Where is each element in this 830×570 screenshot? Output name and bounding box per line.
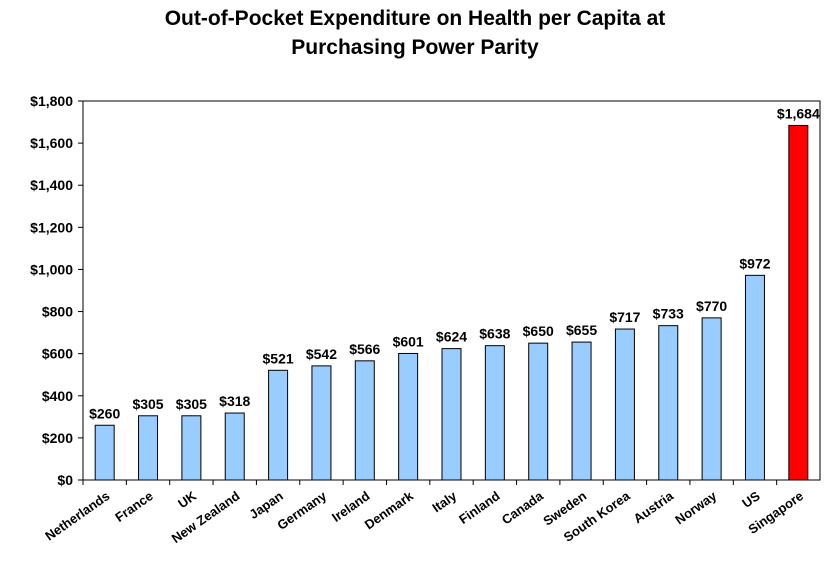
bar-south-korea [614, 328, 635, 481]
y-tick-label: $400 [42, 388, 73, 404]
data-label: $1,684 [777, 105, 820, 121]
x-tick-label: Canada [499, 488, 547, 528]
chart-title: Out-of-Pocket Expenditure on Health per … [0, 4, 830, 62]
x-tick-label: Austria [631, 488, 677, 526]
x-tick-label: Norway [672, 488, 720, 528]
bar-us [744, 274, 765, 481]
bar-uk [181, 415, 202, 481]
bar-sweden [571, 341, 592, 481]
y-axis: $0 $200 $400 $600 $800 $1,000 $1,200 $1,400 $1,6… [30, 93, 83, 488]
bar-singapore [788, 124, 809, 481]
data-label: $566 [349, 341, 380, 357]
data-label: $655 [566, 322, 597, 338]
data-label: $305 [176, 396, 207, 412]
data-label: $601 [393, 333, 424, 349]
data-label: $542 [306, 346, 337, 362]
data-labels: $260 $305 $305 $318 $521 $542 $566 $601 $624 $638… [89, 105, 820, 421]
bar-germany [311, 365, 332, 481]
data-label: $650 [523, 323, 554, 339]
y-tick-label: $1,200 [30, 219, 73, 235]
x-tick-label: Italy [429, 488, 460, 516]
bar-italy [441, 348, 462, 481]
data-label: $717 [609, 309, 640, 325]
y-tick-label: $1,800 [30, 93, 73, 109]
x-tick-label: Netherlands [42, 488, 112, 543]
y-tick-label: $0 [57, 472, 73, 488]
y-tick-label: $600 [42, 346, 73, 362]
data-label: $624 [436, 329, 467, 345]
x-tick-label: UK [175, 488, 199, 511]
data-label: $733 [653, 306, 684, 322]
bar-france [138, 415, 159, 481]
data-label: $972 [739, 255, 770, 271]
data-label: $521 [263, 350, 294, 366]
data-label: $638 [479, 326, 510, 342]
y-tick-label: $200 [42, 430, 73, 446]
data-label: $260 [89, 405, 120, 421]
y-tick-label: $1,000 [30, 261, 73, 277]
x-tick-label: Denmark [362, 488, 417, 533]
bar-denmark [398, 352, 419, 481]
data-label: $770 [696, 298, 727, 314]
bar-finland [484, 345, 505, 481]
chart-title-line-1: Out-of-Pocket Expenditure on Health per … [164, 7, 666, 30]
bar-new-zealand [224, 412, 245, 481]
data-label: $305 [132, 396, 163, 412]
bar-canada [528, 342, 549, 481]
bars [94, 124, 809, 481]
y-tick-label: $1,400 [30, 177, 73, 193]
bar-norway [701, 317, 722, 481]
chart-title-line-2: Purchasing Power Parity [291, 36, 539, 59]
bar-netherlands [94, 424, 115, 481]
y-tick-label: $1,600 [30, 135, 73, 151]
bar-austria [658, 325, 679, 481]
bar-ireland [354, 360, 375, 481]
x-tick-label: Germany [274, 488, 329, 533]
x-tick-label: US [739, 488, 763, 511]
y-tick-label: $800 [42, 304, 73, 320]
data-label: $318 [219, 393, 250, 409]
x-tick-label: France [112, 488, 156, 525]
x-tick-label: Finland [456, 488, 503, 527]
bar-japan [268, 369, 289, 481]
